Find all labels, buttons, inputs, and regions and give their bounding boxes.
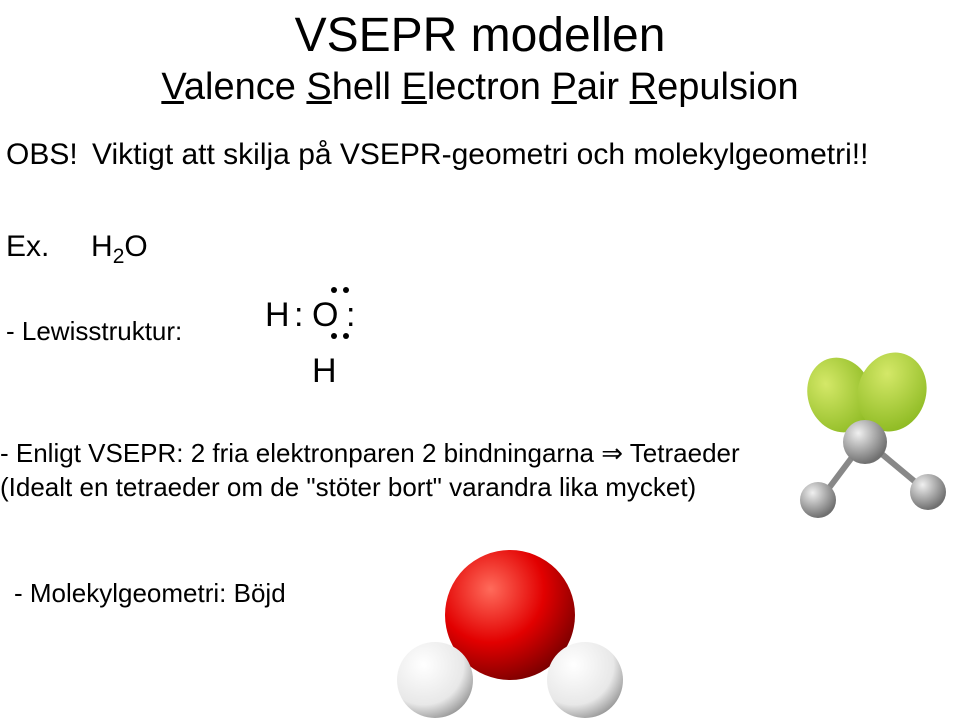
enligt-prefix: - Enligt VSEPR: 2 fria elektronparen 2 b… [0, 438, 601, 468]
w-pair: air [577, 66, 630, 108]
ul-v: V [161, 66, 184, 108]
molekylgeometri: - Molekylgeometri: Böjd [14, 578, 286, 609]
w-electron: lectron [427, 66, 552, 108]
ul-p: P [551, 66, 576, 108]
mol-o: O [124, 230, 147, 263]
mol-sub: 2 [113, 245, 125, 268]
enligt-word: Tetraeder [623, 438, 740, 468]
w-valence: alence [184, 66, 307, 108]
w-shell: hell [332, 66, 402, 108]
lewis-diagram: H : O : H [260, 280, 400, 400]
example-line: Ex. H2O [6, 230, 148, 269]
lewis-h2: H [312, 352, 337, 390]
arrow-icon: ⇒ [601, 438, 623, 468]
title-main: VSEPR modellen [0, 8, 960, 63]
w-repulsion: epulsion [657, 66, 799, 108]
lewis-colon1: : [294, 296, 303, 334]
lewis-h1: H [265, 296, 290, 334]
ex-label: Ex. [6, 230, 49, 263]
ul-r: R [630, 66, 657, 108]
title-sub: Valence Shell Electron Pair Repulsion [0, 66, 960, 109]
enligt-line2: (Idealt en tetraeder om de "stöter bort"… [0, 472, 696, 503]
obs-label: OBS! [6, 138, 78, 172]
lewis-colon2: : [346, 296, 355, 334]
ul-s: S [306, 66, 331, 108]
obs-text: Viktigt att skilja på VSEPR-geometri och… [92, 138, 868, 172]
ul-e: E [402, 66, 427, 108]
mol-h: H [91, 230, 113, 263]
tetrahedral-model [780, 350, 950, 520]
lewis-label: - Lewisstruktur: [6, 316, 182, 347]
water-model [380, 540, 640, 720]
enligt-line1: - Enligt VSEPR: 2 fria elektronparen 2 b… [0, 438, 740, 469]
lewis-o: O [312, 296, 338, 334]
